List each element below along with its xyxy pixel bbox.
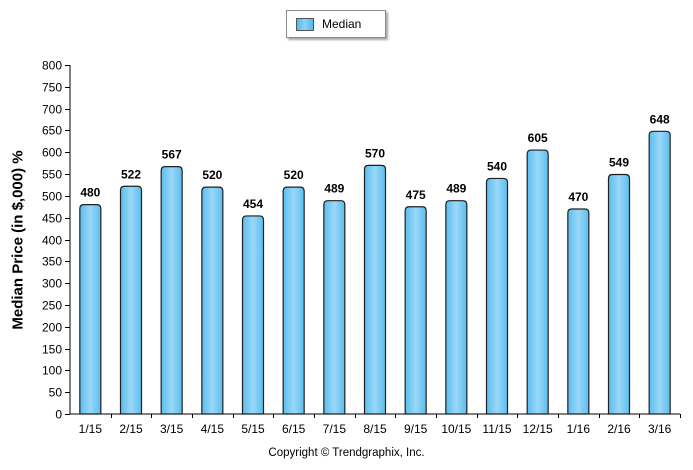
data-label: 648 (650, 112, 670, 126)
bar-3/16 (648, 130, 671, 415)
bar-7/15 (323, 200, 346, 415)
y-tick-label: 350 (42, 255, 62, 269)
bar-10/15 (445, 200, 468, 415)
data-label: 549 (609, 155, 629, 169)
x-tick-label: 1/16 (567, 422, 591, 436)
y-tick-label: 600 (42, 146, 62, 160)
bar-9/15 (404, 206, 427, 415)
data-label: 520 (202, 168, 222, 182)
copyright-footer: Copyright © Trendgraphix, Inc. (268, 447, 425, 459)
x-tick-label: 5/15 (241, 422, 265, 436)
data-label: 480 (80, 186, 100, 200)
x-tick-label: 3/15 (160, 422, 184, 436)
y-tick-label: 750 (42, 81, 62, 95)
data-label: 520 (284, 168, 304, 182)
bar-5/15 (241, 215, 265, 415)
bar-6/15 (282, 186, 305, 415)
data-label: 570 (365, 146, 385, 160)
data-label: 454 (243, 197, 263, 211)
y-tick-label: 450 (42, 212, 62, 226)
y-tick-label: 250 (42, 299, 62, 313)
x-tick-label: 2/15 (119, 422, 143, 436)
x-tick-label: 1/15 (79, 422, 103, 436)
bar-2/16 (607, 173, 631, 415)
y-tick-label: 500 (42, 190, 62, 204)
legend-swatch-median (296, 17, 314, 31)
y-tick-label: 700 (42, 103, 62, 117)
y-tick-label: 200 (42, 321, 62, 335)
x-tick-label: 12/15 (523, 422, 553, 436)
legend-label-median: Median (322, 17, 362, 31)
data-label: 522 (121, 167, 141, 181)
x-tick-label: 7/15 (323, 422, 347, 436)
y-tick-label: 650 (42, 124, 62, 138)
y-tick-label: 400 (42, 234, 62, 248)
y-tick-label: 0 (55, 408, 62, 422)
data-label: 540 (487, 159, 507, 173)
y-tick-label: 100 (42, 364, 62, 378)
y-tick-label: 800 (42, 59, 62, 73)
bar-4/15 (201, 186, 224, 415)
bar-8/15 (363, 164, 387, 415)
bar-2/15 (119, 185, 143, 415)
data-label: 475 (406, 188, 426, 202)
x-tick-label: 11/15 (482, 422, 511, 436)
bar-11/15 (485, 177, 509, 415)
x-tick-label: 8/15 (363, 422, 387, 436)
data-label: 567 (162, 148, 182, 162)
x-tick-label: 9/15 (404, 422, 428, 436)
bar-1/16 (567, 208, 590, 415)
x-tick-label: 4/15 (201, 422, 225, 436)
y-tick-label: 50 (49, 386, 63, 400)
data-label: 489 (446, 182, 466, 196)
bar-12/15 (526, 149, 549, 415)
x-tick-label: 6/15 (282, 422, 306, 436)
data-label: 489 (324, 182, 344, 196)
x-tick-label: 3/16 (648, 422, 672, 436)
y-tick-label: 300 (42, 277, 62, 291)
legend: Median (286, 10, 386, 38)
x-tick-label: 10/15 (441, 422, 471, 436)
y-tick-label: 550 (42, 168, 62, 182)
data-label: 605 (528, 131, 548, 145)
data-label: 470 (568, 190, 588, 204)
bar-3/15 (160, 166, 183, 415)
y-tick-label: 150 (42, 343, 62, 357)
x-tick-label: 2/16 (607, 422, 631, 436)
bar-1/15 (79, 204, 102, 415)
